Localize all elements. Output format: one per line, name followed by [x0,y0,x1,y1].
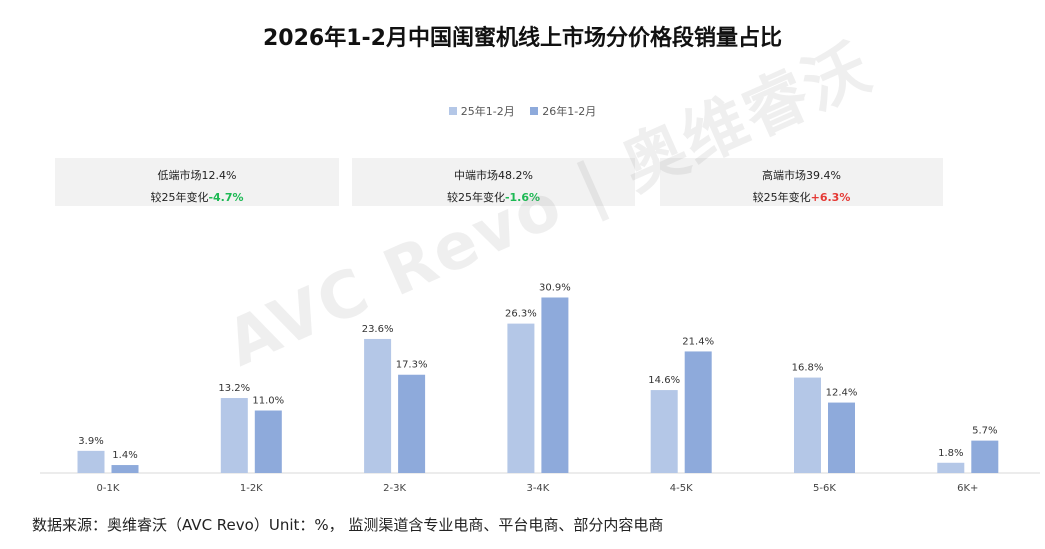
data-label-series-1-6K+: 1.8% [938,448,963,459]
segment-box-mid: 中端市场48.2% 较25年变化-1.6% [352,158,635,206]
data-label-series-2-2-3K: 17.3% [396,360,428,371]
x-tick-label-1-2K: 1-2K [240,483,263,494]
segment-low-change-value: -4.7% [208,191,244,204]
bar-series-2-5-6K [828,402,855,473]
data-label-series-2-0-1K: 1.4% [112,450,137,461]
bar-series-2-6K+ [971,440,999,473]
segment-low-change-prefix: 较25年变化 [150,191,209,204]
segment-high-change-value: +6.3% [810,191,851,204]
data-label-series-1-5-6K: 16.8% [792,363,824,374]
data-label-series-1-0-1K: 3.9% [78,436,103,447]
bar-series-2-3-4K [541,297,569,473]
segment-low-share: 低端市场12.4% [157,169,237,182]
data-label-series-1-4-5K: 14.6% [648,375,680,386]
legend-label-series-2: 26年1-2月 [542,105,597,118]
bar-series-1-6K+ [937,462,965,473]
bar-series-2-0-1K [111,465,139,473]
x-tick-label-5-6K: 5-6K [813,483,836,494]
segment-box-low: 低端市场12.4% 较25年变化-4.7% [55,158,339,206]
data-label-series-2-4-5K: 21.4% [682,336,714,347]
x-tick-label-2-3K: 2-3K [383,483,406,494]
bar-series-2-4-5K [684,351,712,473]
segment-mid-change: 较25年变化-1.6% [352,189,635,205]
data-label-series-2-5-6K: 12.4% [826,388,858,399]
bar-series-1-5-6K [794,377,821,473]
data-label-series-1-3-4K: 26.3% [505,309,537,320]
bar-series-2-1-2K [254,410,282,473]
segment-box-high: 高端市场39.4% 较25年变化+6.3% [660,158,943,206]
data-label-series-2-1-2K: 11.0% [252,396,284,407]
legend-item-series-2: 26年1-2月 [530,103,596,119]
segment-high-change: 较25年变化+6.3% [660,189,943,205]
chart-title: 2026年1-2月中国闺蜜机线上市场分价格段销量占比 [263,26,782,51]
legend-swatch-series-1 [448,107,457,115]
x-tick-label-0-1K: 0-1K [97,483,120,494]
x-tick-label-3-4K: 3-4K [526,483,549,494]
segment-high-change-prefix: 较25年变化 [752,191,811,204]
segment-mid-change-prefix: 较25年变化 [446,191,505,204]
data-label-series-2-3-4K: 30.9% [539,282,571,293]
x-tick-label-4-5K: 4-5K [670,483,693,494]
data-label-series-1-2-3K: 23.6% [362,324,394,335]
legend: 25年1-2月 26年1-2月 [0,103,1045,119]
bar-series-1-4-5K [650,390,678,473]
data-label-series-1-1-2K: 13.2% [218,383,250,394]
data-label-series-2-6K+: 5.7% [972,426,997,437]
segment-low-change: 较25年变化-4.7% [55,189,339,205]
segment-mid-share: 中端市场48.2% [454,169,533,182]
bar-series-1-3-4K [507,323,535,473]
bar-series-1-1-2K [220,398,248,473]
segment-high-share: 高端市场39.4% [762,169,841,182]
legend-label-series-1: 25年1-2月 [460,105,515,118]
x-tick-label-6K+: 6K+ [957,483,978,494]
source-note: 数据来源：奥维睿沃（AVC Revo）Unit：%， 监测渠道含专业电商、平台电… [32,516,664,534]
segment-mid-change-value: -1.6% [504,191,541,204]
legend-swatch-series-2 [530,107,539,115]
bar-series-1-2-3K [364,338,392,473]
bar-series-1-0-1K [77,450,105,473]
bar-series-2-2-3K [398,374,426,473]
legend-item-series-1: 25年1-2月 [448,103,515,119]
